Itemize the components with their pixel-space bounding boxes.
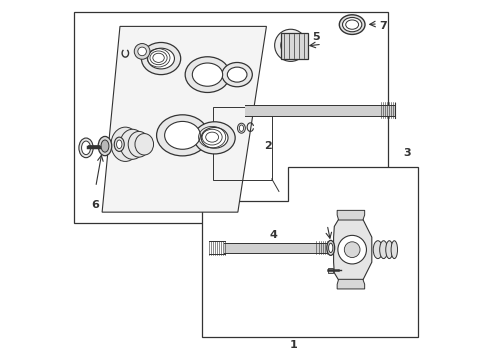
Polygon shape — [334, 219, 372, 280]
Ellipse shape — [79, 138, 93, 158]
Ellipse shape — [120, 129, 145, 159]
Circle shape — [344, 242, 360, 257]
Ellipse shape — [380, 241, 388, 258]
Ellipse shape — [227, 67, 247, 82]
Polygon shape — [223, 243, 327, 252]
Ellipse shape — [128, 131, 149, 157]
Polygon shape — [102, 26, 267, 212]
Ellipse shape — [329, 243, 333, 252]
Circle shape — [275, 29, 307, 62]
Bar — [213, 107, 272, 180]
Ellipse shape — [114, 137, 124, 152]
Circle shape — [134, 44, 150, 59]
Text: 4: 4 — [270, 230, 277, 240]
Text: 3: 3 — [404, 148, 411, 158]
Bar — [281, 33, 308, 59]
Bar — [74, 12, 388, 223]
Ellipse shape — [201, 127, 228, 148]
Ellipse shape — [157, 115, 208, 156]
Ellipse shape — [222, 63, 252, 87]
Ellipse shape — [194, 122, 235, 154]
Text: 7: 7 — [380, 21, 388, 31]
Ellipse shape — [391, 241, 397, 258]
Polygon shape — [245, 105, 395, 116]
Circle shape — [338, 235, 367, 264]
Ellipse shape — [81, 141, 91, 155]
Ellipse shape — [239, 125, 244, 131]
Ellipse shape — [101, 140, 109, 152]
Ellipse shape — [135, 134, 153, 155]
Ellipse shape — [98, 136, 112, 156]
Ellipse shape — [117, 140, 122, 149]
Ellipse shape — [373, 241, 383, 258]
Polygon shape — [337, 210, 365, 220]
Ellipse shape — [142, 42, 181, 75]
Text: 6: 6 — [91, 200, 99, 210]
Ellipse shape — [327, 240, 335, 255]
Polygon shape — [202, 167, 418, 337]
Circle shape — [281, 35, 301, 55]
Ellipse shape — [386, 241, 393, 258]
Ellipse shape — [192, 63, 222, 86]
Circle shape — [138, 47, 147, 56]
Text: 5: 5 — [313, 32, 320, 42]
Ellipse shape — [147, 48, 174, 69]
Ellipse shape — [238, 123, 245, 133]
Ellipse shape — [185, 57, 230, 93]
Text: 2: 2 — [264, 141, 272, 151]
Ellipse shape — [165, 121, 200, 149]
Ellipse shape — [111, 127, 140, 161]
Ellipse shape — [346, 20, 359, 29]
Text: 1: 1 — [290, 340, 297, 350]
Polygon shape — [337, 279, 365, 289]
Bar — [328, 267, 333, 273]
Ellipse shape — [343, 18, 362, 32]
Ellipse shape — [339, 15, 365, 35]
